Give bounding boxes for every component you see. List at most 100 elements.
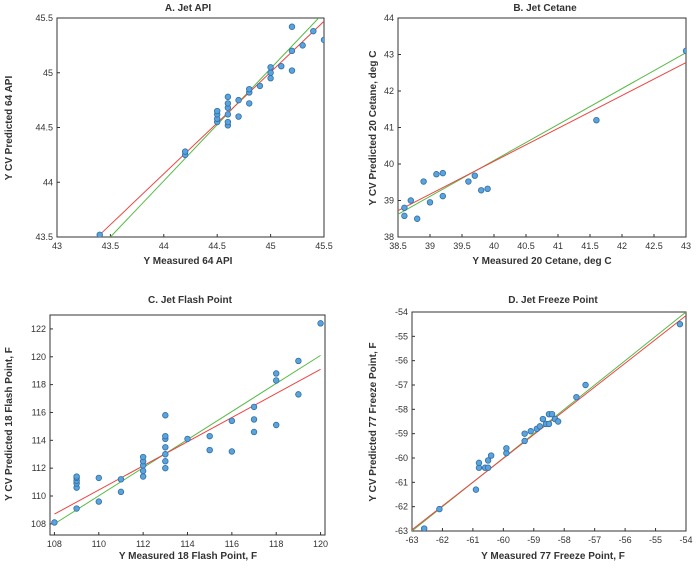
panel-d-x-tick-label: -57 — [588, 535, 601, 545]
panel-d-data-point — [582, 381, 589, 389]
panel-a-data-point — [246, 100, 253, 107]
panel-b-x-tick-label: 40.5 — [517, 241, 535, 251]
panel-a-data-point — [320, 36, 324, 44]
panel-c-data-point — [117, 476, 125, 483]
panel-b-data-point — [439, 192, 446, 200]
panel-c-y-tick-label: 120 — [31, 352, 46, 362]
panel-a-data-point — [235, 113, 242, 120]
panel-b-data-point — [414, 215, 421, 222]
panel-a-ideal-line — [110, 18, 320, 237]
panel-b-data-point — [593, 116, 600, 124]
panel-c-plot-area — [49, 314, 326, 536]
panel-d-data-point — [475, 459, 483, 467]
panel-d-y-tick-label: -56 — [395, 356, 408, 366]
panel-d-y-axis-label: Y CV Predicted 77 Freeze Point, F — [368, 342, 379, 501]
panel-c-data-point — [139, 473, 147, 480]
panel-b: B. Jet Cetane 38.5 39 39.5 40 40.5 41 41.5 42 42… — [368, 3, 691, 267]
panel-a-data-point — [96, 231, 103, 237]
panel-b-y-tick-label: 40 — [384, 159, 394, 169]
panel-d-x-tick-label: -59 — [527, 535, 540, 545]
panel-d-y-tick-label: -57 — [395, 380, 408, 390]
panel-d-data-point — [436, 505, 443, 513]
panel-a-y-tick-label: 45.5 — [35, 13, 53, 23]
panel-d-x-tick-label: -63 — [405, 535, 418, 545]
panel-a-data-point — [235, 96, 242, 104]
panel-a-data-point — [288, 67, 296, 74]
panel-b-y-tick-label: 44 — [384, 13, 394, 23]
panel-d-data-point — [484, 457, 492, 464]
panel-c-y-tick-label: 114 — [32, 435, 46, 445]
panel-a-data-point — [181, 148, 189, 155]
panel-d-data-point — [521, 430, 528, 437]
panel-d-y-tick-label: -62 — [395, 502, 408, 512]
panel-a-data-point — [278, 62, 285, 70]
panel-b-data-point — [439, 169, 446, 177]
panel-c-data-point — [162, 412, 169, 419]
panel-d-y-tick-label: -59 — [395, 429, 408, 439]
panel-d-x-tick-label: -62 — [436, 535, 449, 545]
panel-d-data-point — [521, 437, 528, 445]
panel-d-y-tick-label: -54 — [395, 307, 408, 317]
panel-a-data-point — [267, 64, 274, 71]
panel-c-data-point — [184, 435, 191, 443]
panel-a-data-point — [224, 118, 232, 126]
panel-a-data-point — [267, 69, 274, 76]
panel-b-x-tick-label: 38.5 — [389, 241, 407, 251]
panel-b-x-tick-label: 40 — [489, 241, 499, 251]
panel-c-y-tick-label: 116 — [32, 407, 46, 417]
panel-c-y-tick-label: 110 — [32, 491, 46, 501]
panel-a-x-tick-label: 44.5 — [208, 241, 226, 251]
panel-d: D. Jet Freeze Point -63 -62 -61 -60 -59 -58 -5… — [368, 295, 693, 562]
panel-a-x-tick-label: 44 — [159, 241, 169, 251]
panel-d-data-point — [484, 464, 492, 471]
panel-b-data-point — [420, 178, 427, 185]
panel-c-y-tick-label: 122 — [31, 324, 46, 334]
panel-a-data-point — [288, 47, 296, 55]
panel-a-data-point — [288, 23, 296, 30]
panel-c-y-tick-label: 108 — [31, 519, 46, 529]
panel-c-data-point — [162, 451, 169, 458]
panel-b-x-tick-label: 42 — [617, 241, 627, 251]
panel-d-data-point — [554, 418, 562, 425]
panel-c-data-point — [250, 403, 258, 411]
panel-c: C. Jet Flash Point 108 110 112 114 116 118 120… — [4, 295, 328, 562]
panel-c-x-tick-label: 116 — [225, 539, 239, 549]
panel-a-x-tick-label: 43.5 — [102, 241, 120, 251]
panel-a-y-tick-label: 44 — [43, 177, 53, 187]
panel-d-data-point — [536, 423, 544, 430]
panel-c-data-point — [317, 320, 324, 327]
panel-b-y-tick-label: 41 — [384, 123, 394, 133]
panel-a-data-point — [299, 42, 306, 49]
panel-d-data-point — [548, 411, 556, 418]
panel-d-y-tick-label: -58 — [395, 404, 408, 414]
panel-d-x-axis-label: Y Measured 77 Freeze Point, F — [481, 551, 625, 562]
panel-b-y-axis-label: Y CV Predicted 20 Cetane, deg C — [368, 51, 379, 206]
panel-d-x-tick-label: -61 — [466, 535, 479, 545]
panel-d-data-point — [420, 525, 428, 531]
panel-b-y-tick-label: 43 — [384, 50, 394, 60]
panel-d-data-point — [539, 415, 547, 423]
panel-c-data-point — [162, 464, 169, 472]
panel-c-data-point — [295, 391, 302, 398]
panel-b-ideal-line — [398, 52, 686, 215]
panel-b-data-point — [465, 178, 472, 185]
panel-c-marks: 108 110 112 114 116 118 120 108 110 112 114 116 118 1… — [31, 320, 328, 549]
panel-b-y-tick-label: 38 — [384, 232, 394, 242]
panel-b-x-tick-label: 43 — [681, 241, 691, 251]
panel-c-data-point — [206, 432, 213, 440]
panel-b-y-tick-label: 42 — [384, 86, 394, 96]
panel-a-data-point — [267, 75, 274, 82]
panel-a-data-point — [224, 93, 232, 101]
panel-d-y-tick-label: -60 — [395, 453, 408, 463]
panel-a-data-point — [246, 85, 253, 93]
panel-c-data-point — [95, 498, 102, 505]
panel-a-x-axis-label: Y Measured 64 API — [144, 256, 233, 267]
panel-b-marks: 38.5 39 39.5 40 40.5 41 41.5 42 42.5 43 38 39 40 41 42… — [384, 13, 691, 251]
panel-c-data-point — [139, 453, 147, 461]
panel-b-x-tick-label: 41 — [553, 241, 563, 251]
panel-a-y-axis-label: Y CV Predicted 64 API — [4, 76, 15, 181]
panel-d-x-tick-label: -56 — [619, 535, 632, 545]
panel-b-data-point — [407, 197, 414, 204]
panel-b-fit-line — [398, 62, 686, 212]
